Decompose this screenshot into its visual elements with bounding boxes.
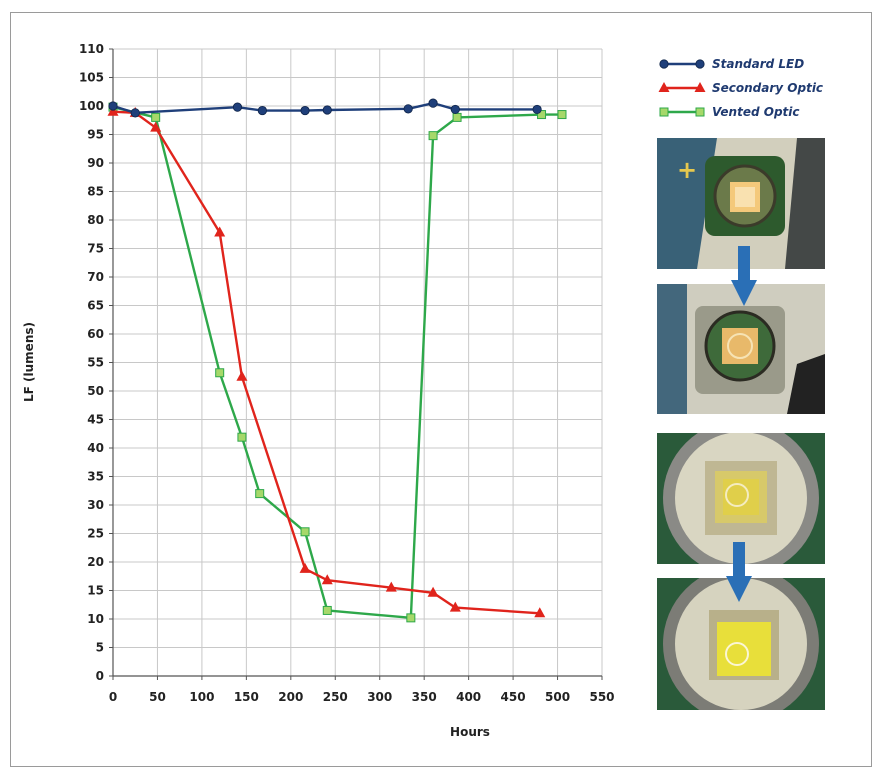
x-tick-label: 250 [323,690,348,704]
vented-optic-point [300,527,310,537]
standard-led-point [232,102,243,112]
vented-optic-point [151,112,161,122]
secondary-optic-point [427,586,439,597]
y-tick-label: 25 [87,527,104,541]
y-tick-label: 45 [87,413,104,427]
y-tick-label: 35 [87,470,104,484]
secondary-optic-point [385,581,397,592]
standard-led-point [300,105,310,116]
y-tick-label: 90 [87,156,104,170]
y-tick-label: 50 [87,384,104,398]
y-tick-label: 80 [87,213,104,227]
secondary-optic-point [150,121,162,132]
vented-optic-point [215,368,225,378]
x-tick-label: 150 [234,690,259,704]
vented-optic-point [322,605,332,615]
legend-label-standard-led: Standard LED [712,57,804,71]
vented-optic-point [237,432,247,442]
standard-led-line [112,101,538,115]
vented-optic-point [428,131,438,141]
y-tick-label: 55 [87,356,104,370]
y-tick-label: 65 [87,299,104,313]
secondary-optic-point [236,370,248,381]
secondary-optic-point [299,562,311,573]
y-tick-label: 100 [79,99,104,113]
y-axis-title: LF (lumens) [22,322,36,402]
y-tick-label: 85 [87,185,104,199]
vented-optic-point [255,489,265,499]
legend-marker-vented-optic [659,107,669,117]
x-tick-label: 50 [149,690,166,704]
y-tick-label: 60 [87,327,104,341]
y-tick-label: 15 [87,584,104,598]
svg-text:+: + [677,156,697,184]
legend-label-vented-optic: Vented Optic [712,105,800,119]
vented-optic-point [452,112,462,122]
x-tick-label: 400 [456,690,481,704]
vented-optic-point [557,110,567,120]
x-tick-label: 100 [189,690,214,704]
standard-led-point [450,104,460,115]
secondary-optic-point [449,601,461,612]
y-tick-label: 70 [87,270,104,284]
x-tick-label: 0 [109,690,117,704]
y-tick-label: 105 [79,71,104,85]
secondary-optic-point [214,226,226,237]
legend: Standard LED Secondary Optic Vented Optic [658,57,823,119]
arrow-down-icon [731,246,757,306]
legend-label-secondary-optic: Secondary Optic [712,81,823,95]
legend-marker-secondary-optic [658,82,670,92]
x-tick-label: 300 [367,690,392,704]
standard-led-point [108,101,118,111]
secondary-optic-point [534,607,546,618]
x-tick-label: 350 [412,690,437,704]
grid [112,48,603,677]
axes: 0 5 10 15 20 25 30 35 40 45 50 55 60 65 70 75 80 85 90 95 10… [79,42,615,704]
x-tick-label: 200 [278,690,303,704]
y-tick-label: 95 [87,128,104,142]
y-tick-label: 20 [87,555,104,569]
vented-optic-point [406,613,416,623]
y-tick-label: 0 [96,669,104,683]
y-tick-label: 75 [87,242,104,256]
secondary-optic-point [321,574,333,585]
y-tick-label: 110 [79,42,104,56]
legend-marker-secondary-optic [694,82,706,92]
x-tick-label: 450 [501,690,526,704]
secondary-optic-point [107,105,119,116]
x-axis-title: Hours [450,725,490,739]
standard-led-point [532,104,542,115]
x-tick-label: 550 [589,690,614,704]
arrow-down-icon [726,542,752,602]
legend-marker-standard-led [695,59,705,69]
y-tick-label: 5 [96,641,104,655]
standard-led-point [428,98,438,108]
x-tick-label: 500 [545,690,570,704]
y-tick-label: 40 [87,441,104,455]
optic-photo-after [657,578,825,710]
legend-marker-standard-led [659,59,669,69]
optic-photo-before [657,433,825,564]
vented-optic-line [112,105,562,620]
led-photo-degraded [657,284,825,414]
standard-led-point [322,105,332,115]
standard-led-point [257,105,267,116]
standard-led-point [403,104,413,114]
y-tick-label: 30 [87,498,104,512]
legend-marker-vented-optic [695,107,705,117]
y-tick-label: 10 [87,612,104,626]
series-group [107,98,567,623]
standard-led-point [130,108,140,118]
